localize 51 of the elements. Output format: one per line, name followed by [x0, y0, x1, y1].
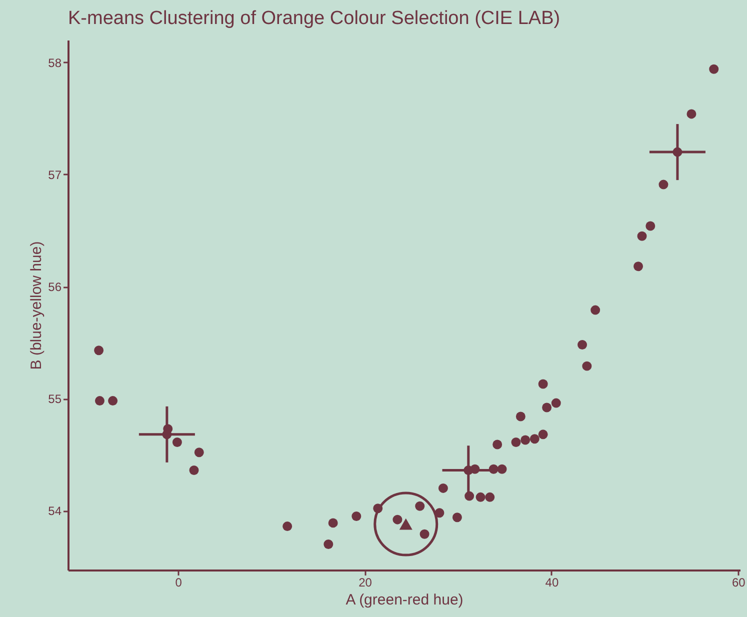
- point: [476, 492, 486, 502]
- y-tick-label: 54: [48, 504, 62, 518]
- point: [578, 340, 588, 350]
- x-tick-label: 40: [545, 576, 559, 590]
- point: [464, 466, 474, 476]
- point: [516, 412, 526, 422]
- point: [497, 464, 507, 474]
- y-axis-title: B (blue-yellow hue): [28, 241, 46, 370]
- point: [94, 346, 104, 356]
- y-tick-label: 57: [48, 168, 62, 182]
- x-tick-label: 0: [175, 576, 182, 590]
- point: [637, 231, 647, 241]
- chart-title: K-means Clustering of Orange Colour Selection (CIE LAB): [68, 8, 560, 29]
- point: [511, 438, 521, 447]
- point: [108, 396, 118, 406]
- point: [672, 147, 682, 157]
- point: [420, 529, 430, 539]
- x-axis-title: A (green-red hue): [346, 592, 464, 608]
- point: [646, 221, 656, 231]
- point: [328, 518, 338, 528]
- y-tick-label: 55: [48, 392, 62, 406]
- point: [194, 448, 204, 458]
- point: [352, 511, 362, 521]
- point: [162, 430, 172, 440]
- y-tick-label: 58: [48, 56, 62, 70]
- point: [452, 512, 462, 522]
- y-tick-label: 56: [48, 280, 62, 294]
- point: [530, 434, 540, 444]
- point: [94, 396, 104, 406]
- point: [324, 539, 334, 549]
- point: [189, 466, 199, 476]
- point: [709, 64, 719, 74]
- point: [415, 501, 425, 511]
- point: [282, 522, 292, 532]
- point: [538, 430, 548, 440]
- point: [520, 435, 530, 445]
- x-tick-label: 20: [358, 576, 372, 590]
- point: [686, 109, 696, 119]
- point: [542, 402, 552, 412]
- point: [392, 514, 402, 524]
- point: [492, 440, 502, 450]
- point: [582, 361, 592, 371]
- x-tick-label: 60: [732, 576, 746, 590]
- point: [634, 262, 644, 272]
- point: [438, 483, 448, 493]
- point: [485, 492, 495, 502]
- point: [590, 305, 600, 315]
- point: [172, 438, 182, 447]
- point: [658, 180, 668, 190]
- point: [551, 398, 561, 408]
- point: [538, 379, 548, 389]
